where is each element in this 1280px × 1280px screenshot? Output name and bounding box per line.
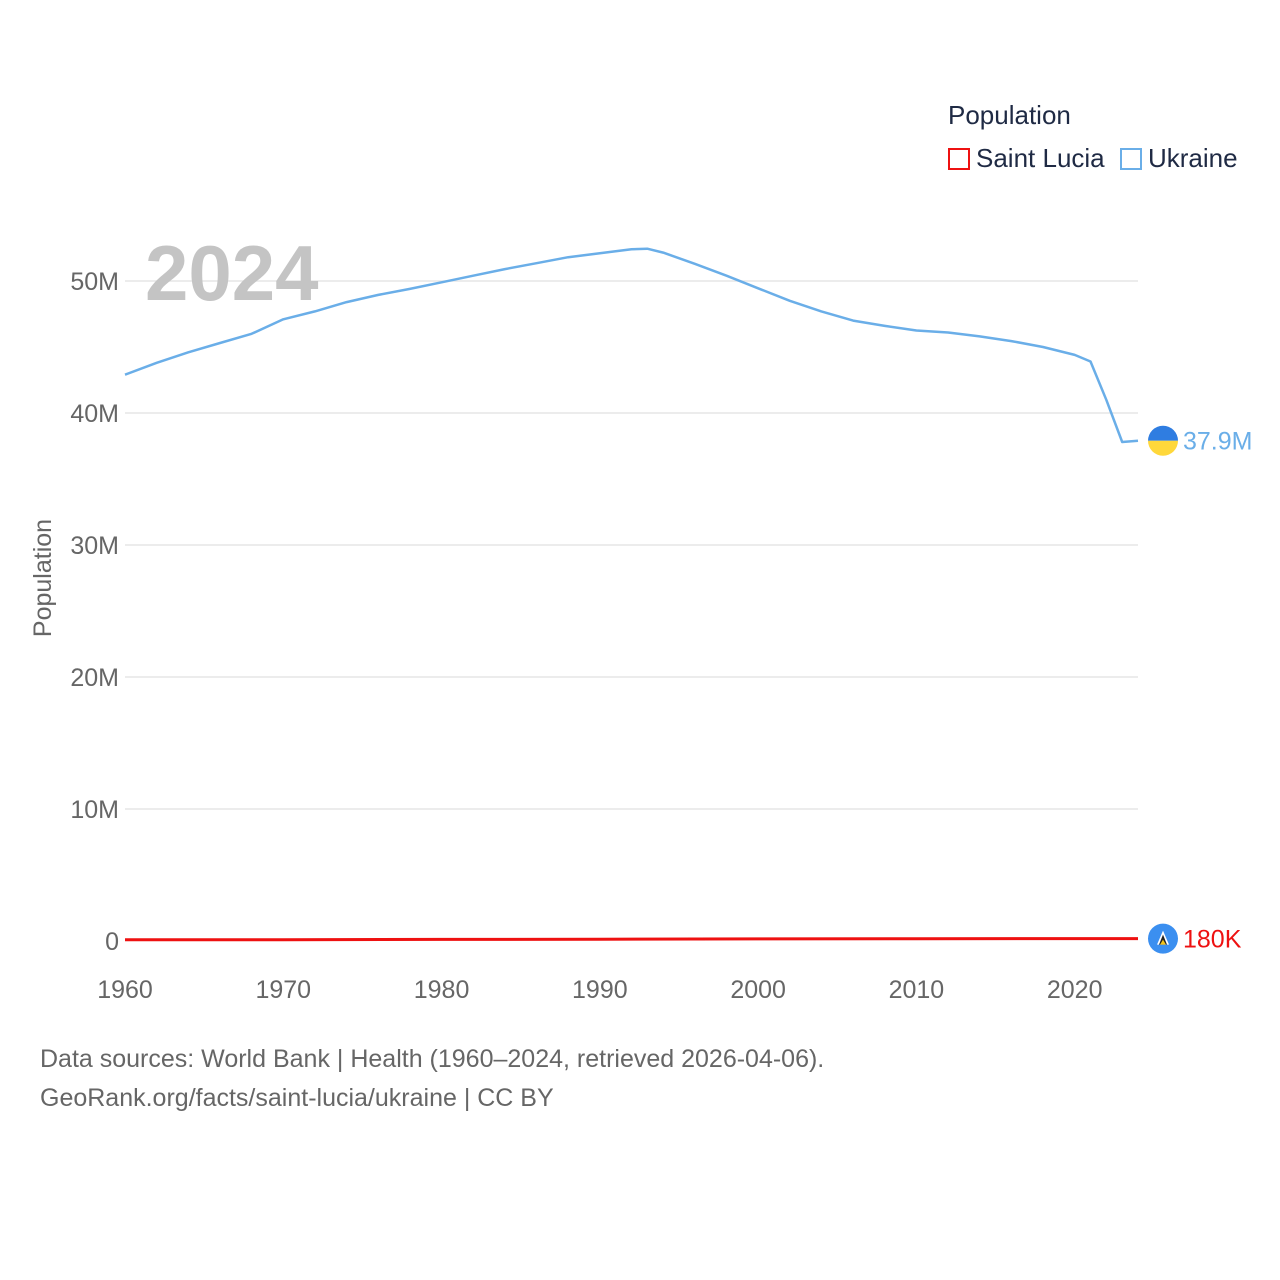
legend-title: Population — [948, 100, 1071, 130]
x-tick-label: 2000 — [730, 976, 786, 1004]
legend-label-saint-lucia: Saint Lucia — [976, 143, 1105, 173]
series-lines — [124, 247, 1139, 942]
grid-lines — [125, 280, 1138, 810]
end-label-ukraine: 37.9M — [1183, 428, 1252, 456]
y-tick-label: 50M — [70, 268, 119, 296]
ukraine-flag-icon — [1148, 425, 1178, 456]
end-label-saint-lucia: 180K — [1183, 926, 1242, 954]
series-end-markers: 37.9M 180K — [1148, 425, 1252, 954]
x-tick-label: 1980 — [414, 976, 470, 1004]
y-tick-label: 30M — [70, 532, 119, 560]
x-axis-ticks: 1960 1970 1980 1990 2000 2010 2020 — [97, 976, 1102, 1004]
x-tick-label: 2010 — [889, 976, 945, 1004]
x-tick-label: 1990 — [572, 976, 628, 1004]
source-note: Data sources: World Bank | Health (1960–… — [40, 1045, 825, 1073]
legend-swatch-saint-lucia — [948, 147, 970, 170]
saint-lucia-flag-icon — [1148, 923, 1178, 954]
legend-label-ukraine: Ukraine — [1148, 143, 1238, 173]
series-line-ukraine[interactable] — [124, 247, 1139, 444]
x-tick-label: 1960 — [97, 976, 153, 1004]
series-line-saint-lucia[interactable] — [124, 937, 1138, 942]
legend-item-saint-lucia[interactable]: Saint Lucia — [948, 143, 1105, 174]
y-axis-label: Population — [29, 519, 57, 637]
x-tick-label: 1970 — [255, 976, 311, 1004]
y-tick-label: 40M — [70, 400, 119, 428]
y-axis-ticks: 0 10M 20M 30M 40M 50M — [70, 268, 119, 956]
y-tick-label: 10M — [70, 796, 119, 824]
year-watermark: 2024 — [145, 229, 319, 317]
y-tick-label: 20M — [70, 664, 119, 692]
x-tick-label: 2020 — [1047, 976, 1103, 1004]
y-tick-label: 0 — [105, 928, 119, 956]
legend-swatch-ukraine — [1120, 147, 1142, 170]
legend-item-ukraine[interactable]: Ukraine — [1120, 143, 1238, 174]
source-link[interactable]: GeoRank.org/facts/saint-lucia/ukraine | … — [40, 1084, 554, 1112]
